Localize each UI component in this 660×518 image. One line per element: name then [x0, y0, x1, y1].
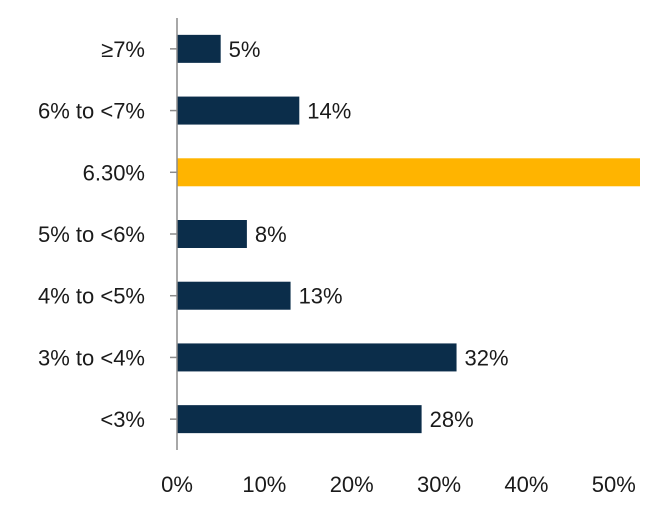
- data-label: 14%: [307, 99, 351, 124]
- category-label: 6% to <7%: [38, 99, 145, 124]
- category-label: 4% to <5%: [38, 284, 145, 309]
- data-label: 28%: [430, 407, 474, 432]
- category-labels-group: ≥7% 6% to <7% 6.30% 5% to <6% 4% to <5% 3% to…: [38, 37, 177, 432]
- x-tick-label: 40%: [504, 472, 548, 497]
- data-label: 8%: [255, 222, 287, 247]
- data-label: 5%: [229, 37, 261, 62]
- x-tick-label: 30%: [417, 472, 461, 497]
- bar: [177, 34, 221, 63]
- bar: [177, 281, 291, 310]
- data-label: 32%: [465, 345, 509, 370]
- category-label: 6.30%: [83, 160, 145, 185]
- category-label: ≥7%: [101, 37, 145, 62]
- data-label: 13%: [299, 284, 343, 309]
- axes-group: [176, 18, 178, 450]
- bar: [177, 220, 247, 248]
- category-label: 3% to <4%: [38, 345, 145, 370]
- category-label: 5% to <6%: [38, 222, 145, 247]
- data-labels-group: 5% 14% 8% 13% 32% 28%: [229, 37, 509, 432]
- category-label: <3%: [100, 407, 145, 432]
- bar: [177, 96, 300, 125]
- bar: [177, 343, 457, 372]
- x-tick-label: 50%: [592, 472, 636, 497]
- x-ticks-group: 0% 10% 20% 30% 40% 50%: [161, 472, 636, 497]
- bar: [177, 405, 422, 434]
- bars-group: [177, 34, 640, 434]
- x-tick-label: 10%: [242, 472, 286, 497]
- bar-highlight: [177, 158, 640, 187]
- x-tick-label: 20%: [330, 472, 374, 497]
- x-tick-label: 0%: [161, 472, 193, 497]
